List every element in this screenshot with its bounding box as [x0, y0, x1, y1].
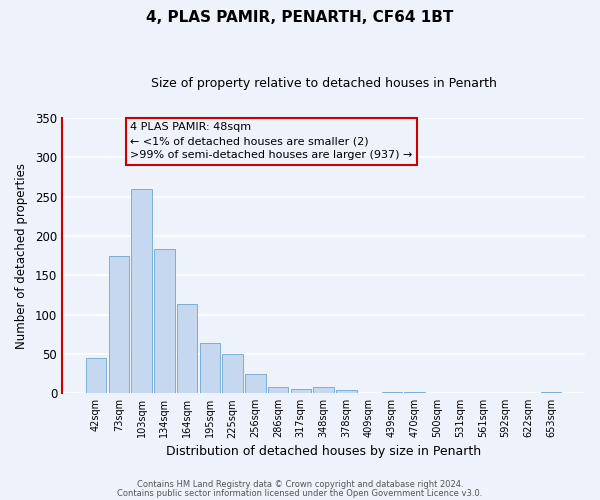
- Bar: [404, 392, 425, 393]
- Bar: [313, 387, 334, 393]
- Bar: [131, 189, 152, 393]
- Bar: [541, 392, 561, 393]
- Text: 4, PLAS PAMIR, PENARTH, CF64 1BT: 4, PLAS PAMIR, PENARTH, CF64 1BT: [146, 10, 454, 25]
- Text: 4 PLAS PAMIR: 48sqm
← <1% of detached houses are smaller (2)
>99% of semi-detach: 4 PLAS PAMIR: 48sqm ← <1% of detached ho…: [130, 122, 412, 160]
- Bar: [290, 390, 311, 393]
- Bar: [336, 390, 356, 393]
- Text: Contains HM Land Registry data © Crown copyright and database right 2024.: Contains HM Land Registry data © Crown c…: [137, 480, 463, 489]
- Bar: [200, 343, 220, 393]
- Text: Contains public sector information licensed under the Open Government Licence v3: Contains public sector information licen…: [118, 488, 482, 498]
- Bar: [245, 374, 266, 393]
- X-axis label: Distribution of detached houses by size in Penarth: Distribution of detached houses by size …: [166, 444, 481, 458]
- Bar: [154, 248, 175, 393]
- Bar: [86, 358, 106, 393]
- Bar: [382, 392, 402, 393]
- Bar: [268, 387, 288, 393]
- Bar: [223, 354, 243, 393]
- Bar: [109, 256, 129, 393]
- Title: Size of property relative to detached houses in Penarth: Size of property relative to detached ho…: [151, 78, 496, 90]
- Bar: [177, 304, 197, 393]
- Y-axis label: Number of detached properties: Number of detached properties: [15, 162, 28, 348]
